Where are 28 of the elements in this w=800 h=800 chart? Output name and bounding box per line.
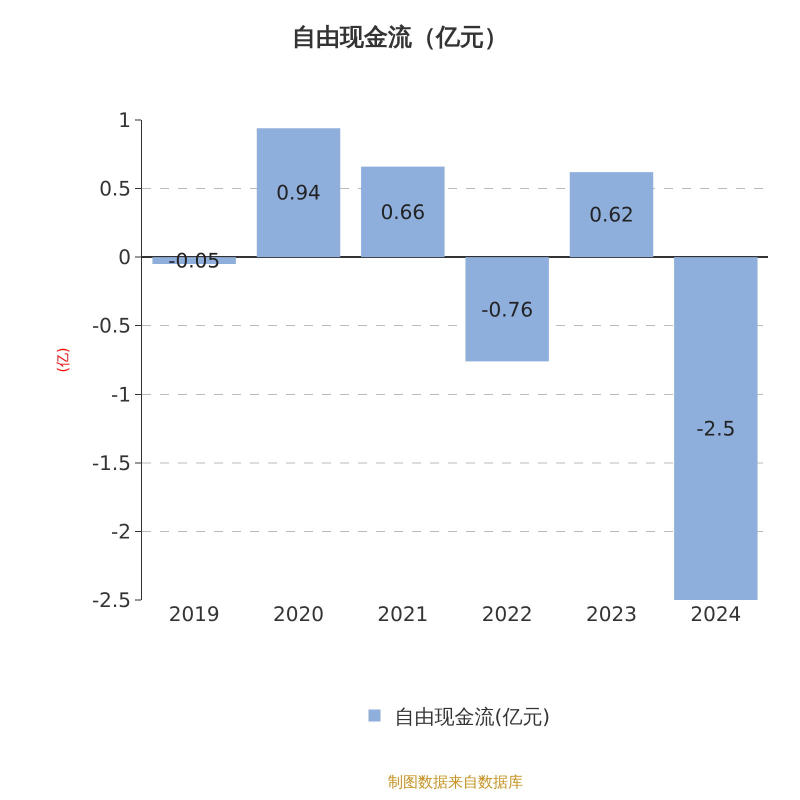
legend-label: 自由现金流(亿元) [394,704,550,728]
data-label: 0.62 [589,202,634,227]
x-tick-label: 2021 [377,602,428,626]
y-tick-label: 0.5 [99,176,131,201]
x-tick-label: 2019 [168,602,220,626]
data-label: 0.66 [380,200,426,224]
y-tick-label: -1 [111,382,131,406]
chart-title: 自由现金流（亿元） [292,22,508,51]
text: 制图数据来自数据库 [388,773,523,791]
bar [465,257,549,362]
x-tick-label: 2022 [482,602,533,626]
bar [674,257,758,600]
y-tick-label: -0.5 [92,314,131,338]
data-label: -0.76 [481,297,534,322]
y-tick-label: 1 [118,108,131,132]
y-tick-label: -2 [111,519,131,544]
data-label: -2.5 [696,416,736,441]
x-tick-label: 2023 [586,602,637,626]
bar [256,128,340,258]
y-tick-label: 0 [118,245,131,270]
bar [570,172,654,258]
y-tick-label: -1.5 [92,450,131,475]
bar [361,166,445,258]
x-tick-label: 2020 [273,602,324,626]
y-axis-title: (亿) [56,348,72,372]
data-label: 0.94 [276,180,321,205]
x-tick-label: 2024 [690,602,742,626]
y-tick-label: -2.5 [92,588,131,612]
